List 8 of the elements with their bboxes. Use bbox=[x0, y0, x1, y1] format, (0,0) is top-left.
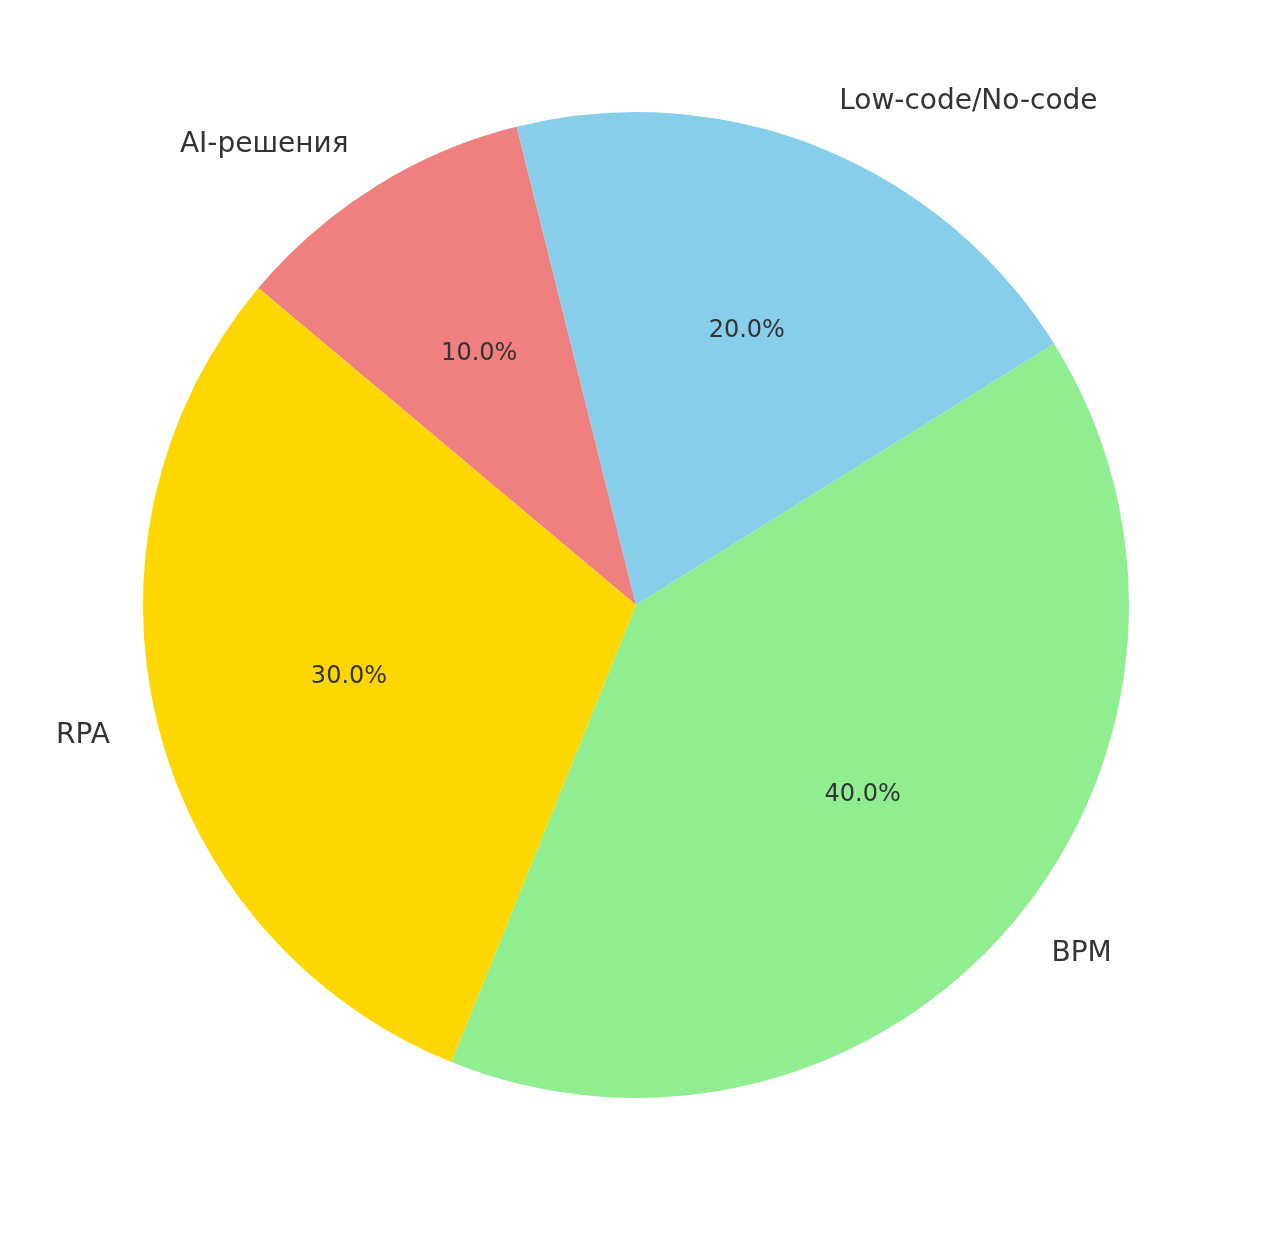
slice-label: Low-code/No-code bbox=[839, 83, 1098, 117]
data-label: 20.0% bbox=[708, 314, 785, 343]
slice-label: BPM bbox=[1051, 934, 1112, 968]
slice-label: RPA bbox=[56, 717, 110, 751]
data-label: 40.0% bbox=[824, 779, 901, 808]
data-label: 30.0% bbox=[310, 660, 388, 689]
data-label: 10.0% bbox=[441, 338, 518, 367]
slice-label: AI-решения bbox=[179, 126, 349, 160]
